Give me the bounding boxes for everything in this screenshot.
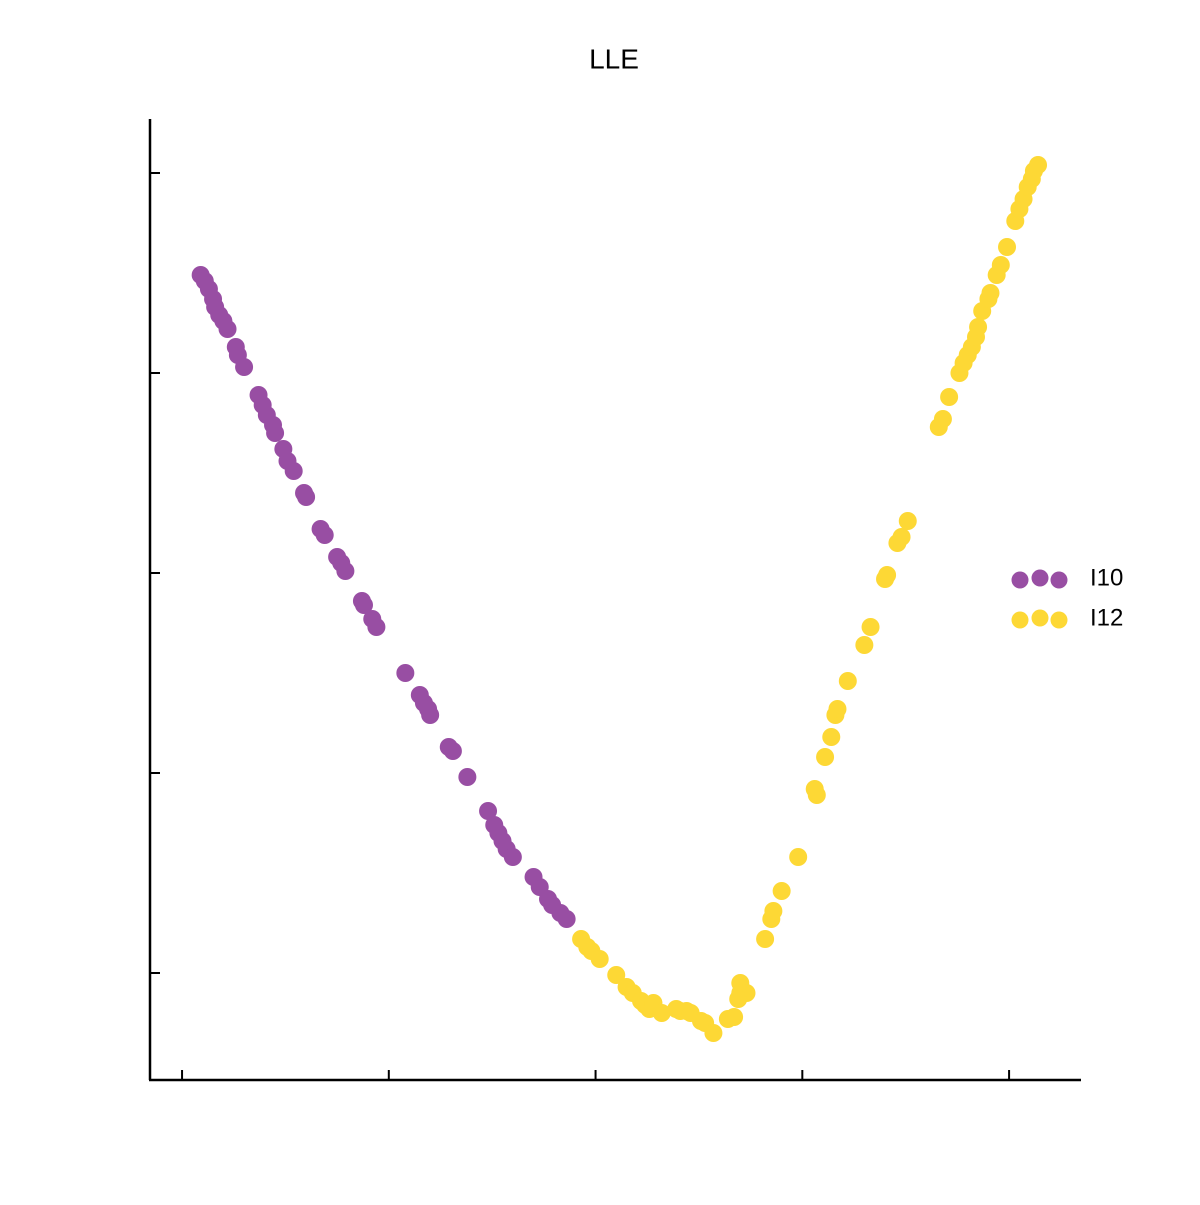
point xyxy=(981,284,1000,302)
point xyxy=(652,1004,671,1022)
point xyxy=(838,672,857,690)
point xyxy=(991,256,1010,274)
point xyxy=(315,526,334,544)
point xyxy=(898,512,917,530)
point xyxy=(421,706,440,724)
legend-marker xyxy=(1031,609,1049,627)
point xyxy=(396,664,415,682)
point xyxy=(1029,156,1048,174)
point xyxy=(807,786,826,804)
legend-label: I10 xyxy=(1090,564,1123,591)
point xyxy=(284,462,303,480)
point xyxy=(764,902,783,920)
point xyxy=(336,562,355,580)
point xyxy=(772,882,791,900)
point xyxy=(704,1024,723,1042)
point xyxy=(725,1008,744,1026)
point xyxy=(354,596,373,614)
chart-title: LLE xyxy=(589,43,639,74)
point xyxy=(822,728,841,746)
point xyxy=(479,802,498,820)
point xyxy=(756,930,775,948)
point xyxy=(998,238,1017,256)
legend-marker xyxy=(1031,569,1049,587)
legend-marker xyxy=(1050,571,1068,589)
point xyxy=(235,358,254,376)
point xyxy=(789,848,808,866)
point xyxy=(861,618,880,636)
point xyxy=(266,424,285,442)
point xyxy=(855,636,874,654)
point xyxy=(458,768,477,786)
point xyxy=(828,700,847,718)
legend-label: I12 xyxy=(1090,604,1123,631)
point xyxy=(878,566,897,584)
point xyxy=(940,388,959,406)
legend-marker xyxy=(1011,611,1029,629)
point xyxy=(443,742,462,760)
point xyxy=(892,528,911,546)
legend-marker xyxy=(1011,571,1029,589)
point xyxy=(367,618,386,636)
point xyxy=(218,320,237,338)
point xyxy=(297,488,316,506)
point xyxy=(503,848,522,866)
point xyxy=(969,318,988,336)
point xyxy=(557,910,576,928)
point xyxy=(729,990,748,1008)
legend-marker xyxy=(1050,611,1068,629)
point xyxy=(933,410,952,428)
point xyxy=(590,950,609,968)
point xyxy=(816,748,835,766)
point xyxy=(607,966,626,984)
